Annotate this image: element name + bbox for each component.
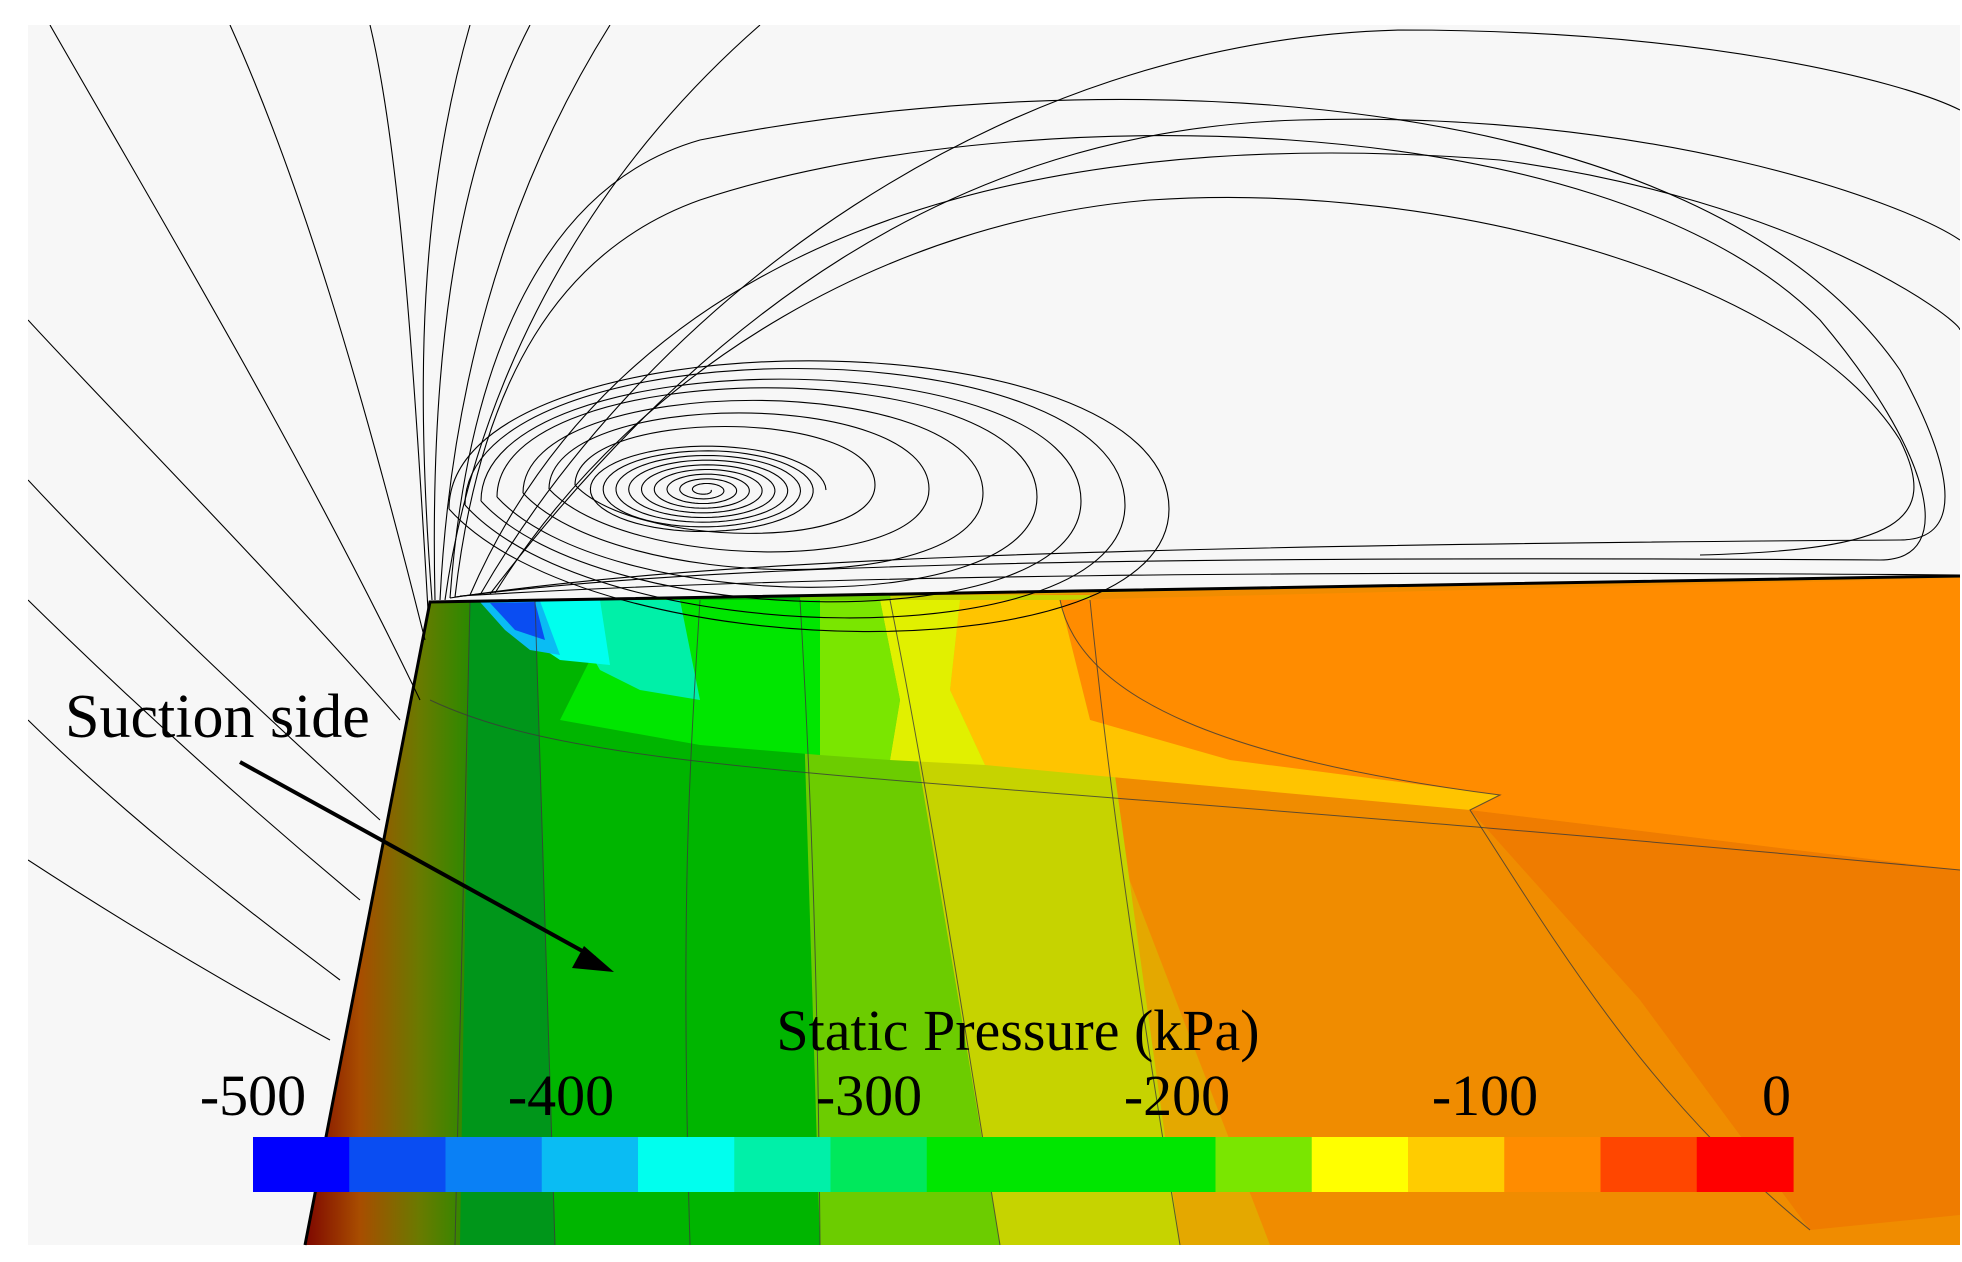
band-dark-orange: [1470, 810, 1960, 1230]
colorbar-swatch: [541, 1137, 639, 1192]
colorbar-swatch: [445, 1137, 543, 1192]
colorbar-swatch: [926, 1137, 1024, 1192]
band-tip-lime: [820, 600, 900, 760]
band-tip-orange: [1060, 578, 1960, 870]
vortex-loop: [522, 399, 984, 571]
vortex-loop: [464, 367, 1126, 619]
streamlines: [28, 25, 1960, 1041]
pressure-contour-field: [305, 576, 1960, 1245]
colorbar-tick-label: 0: [1762, 1063, 1791, 1128]
colorbar-swatch: [349, 1137, 447, 1192]
band-lime: [790, 595, 1000, 1245]
colorbar-tick-label: -300: [816, 1063, 922, 1128]
colorbar-swatch: [1504, 1137, 1602, 1192]
colorbar-swatch: [1023, 1137, 1120, 1192]
colorbar: Static Pressure (kPa) -500 -400 -300 -200 -1…: [200, 998, 1794, 1192]
band-tip-blue: [490, 602, 545, 640]
band-green: [530, 595, 820, 1245]
colorbar-swatch: [1696, 1137, 1794, 1192]
blade-outline: [303, 574, 1961, 1246]
vortex-loop: [548, 412, 930, 553]
colorbar-title: Static Pressure (kPa): [776, 998, 1259, 1063]
colorbar-swatch: [830, 1137, 928, 1192]
band-tip-amber: [950, 600, 1500, 810]
colorbar-tick-label: -500: [200, 1063, 306, 1128]
suction-side-annotation: Suction side: [65, 683, 614, 972]
annotation-arrowhead: [572, 946, 614, 972]
colorbar-swatch: [253, 1137, 350, 1192]
annotation-label: Suction side: [65, 683, 370, 751]
colorbar-swatches: [253, 1137, 1794, 1192]
colorbar-swatch: [1215, 1137, 1313, 1192]
colorbar-tick-labels: -500 -400 -300 -200 -100 0: [200, 1063, 1791, 1128]
annotation-arrow-shaft: [239, 760, 596, 960]
band-leading-edge: [305, 602, 470, 1245]
colorbar-swatch: [1119, 1137, 1217, 1192]
band-tip-yellow: [880, 600, 985, 765]
colorbar-swatch: [1311, 1137, 1409, 1192]
colorbar-swatch: [734, 1137, 832, 1192]
vortex-loop: [574, 425, 876, 534]
colorbar-swatch: [1600, 1137, 1698, 1192]
vortex-loop: [448, 360, 1170, 633]
vortex-loop: [480, 378, 1082, 603]
colorbar-swatch: [1408, 1137, 1505, 1192]
colorbar-tick-label: -400: [508, 1063, 614, 1128]
colorbar-swatch: [638, 1137, 735, 1192]
vortex-spiral: [589, 445, 827, 533]
colorbar-tick-label: -200: [1124, 1063, 1230, 1128]
colorbar-tick-label: -100: [1432, 1063, 1538, 1128]
